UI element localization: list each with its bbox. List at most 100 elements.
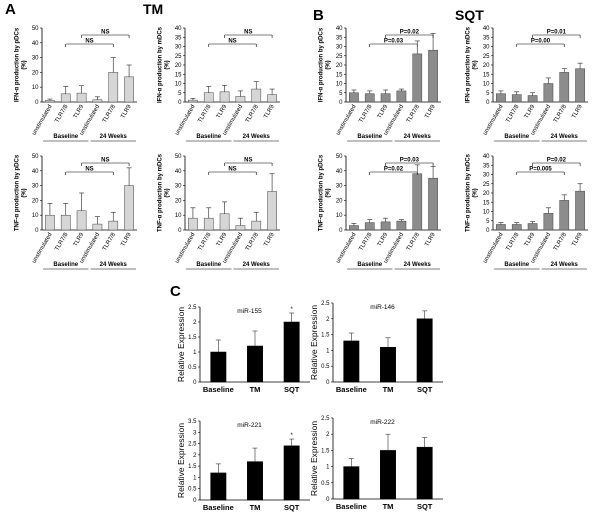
bar bbox=[188, 99, 198, 103]
y-axis-label: IFN-α production by mDCs bbox=[466, 26, 472, 103]
group-label: 24 Weeks bbox=[551, 134, 579, 140]
category-label: unstimulated bbox=[335, 232, 357, 264]
category-label: unstimulated bbox=[174, 104, 196, 136]
y-tick-label: 0 bbox=[339, 100, 343, 106]
y-tick-label: 5 bbox=[339, 91, 343, 97]
category-label: unstimulated bbox=[335, 104, 357, 136]
group-title-tm: TM bbox=[143, 1, 163, 17]
category-label: TLR9 bbox=[120, 103, 133, 119]
category-label: TLR7/8 bbox=[406, 103, 421, 124]
y-axis-label: TNF-α production by mDCs bbox=[158, 153, 164, 232]
category-label: TLR9 bbox=[120, 231, 133, 247]
chart-ifn-mdcs-tm: 0 5 10 15 20 25 30 35 40 IFN-α production by mDCs… bbox=[158, 26, 280, 142]
category-label: TLR9 bbox=[524, 231, 537, 247]
y-tick-label: 20 bbox=[175, 63, 182, 69]
group-label: Baseline bbox=[357, 262, 382, 268]
y-tick-label: 30 bbox=[175, 184, 182, 190]
significance-label: P=0.02 bbox=[547, 158, 567, 164]
category-label: TM bbox=[250, 385, 261, 394]
bar bbox=[203, 92, 214, 103]
y-tick-label: 50 bbox=[32, 26, 39, 32]
y-axis-label: (%) bbox=[165, 60, 171, 69]
y-tick-label: 10 bbox=[175, 213, 182, 219]
y-axis-label: TNF-α production by pDCs bbox=[15, 154, 21, 231]
y-tick-label: 10 bbox=[336, 82, 343, 88]
y-tick-label: 5 bbox=[486, 219, 490, 225]
y-tick-label: 0 bbox=[326, 380, 330, 386]
bar bbox=[343, 466, 360, 500]
bar bbox=[412, 173, 423, 231]
bar bbox=[575, 190, 585, 231]
y-tick-label: 40 bbox=[483, 154, 490, 160]
bar bbox=[575, 68, 585, 103]
y-tick-label: 1 bbox=[326, 348, 330, 354]
group-label: Baseline bbox=[504, 262, 529, 268]
bar bbox=[92, 223, 103, 231]
category-label: TLR7/8 bbox=[406, 231, 421, 252]
chart-tnf-mdcs-tm: 0 10 20 30 40 50 TNF-α production by mDCs (%) un… bbox=[158, 153, 280, 270]
y-axis-label: Relative Expression bbox=[176, 307, 186, 382]
category-label: TLR7/8 bbox=[197, 103, 212, 124]
bar bbox=[496, 93, 506, 103]
significance-label: NS bbox=[228, 167, 236, 173]
y-tick-label: 50 bbox=[175, 154, 182, 160]
category-label: Baseline bbox=[336, 385, 367, 394]
category-label: TLR9 bbox=[73, 231, 86, 247]
y-tick-label: 25 bbox=[175, 54, 182, 60]
group-label: 24 Weeks bbox=[404, 262, 432, 268]
bar bbox=[251, 220, 262, 231]
bar bbox=[45, 214, 55, 231]
category-label: TLR7/8 bbox=[358, 231, 373, 252]
category-label: TLR9 bbox=[424, 103, 437, 119]
group-label: Baseline bbox=[357, 134, 382, 140]
y-tick-label: 10 bbox=[483, 210, 490, 216]
category-label: TM bbox=[383, 502, 394, 511]
y-tick-label: 50 bbox=[32, 154, 39, 160]
bar bbox=[210, 351, 227, 383]
y-tick-label: 30 bbox=[483, 173, 490, 179]
chart-title: miR-222 bbox=[370, 419, 395, 426]
category-label: TLR9 bbox=[424, 231, 437, 247]
bar bbox=[124, 185, 134, 231]
bar bbox=[76, 210, 87, 231]
y-tick-label: 0 bbox=[339, 228, 343, 234]
bar bbox=[219, 91, 230, 103]
bar bbox=[60, 214, 71, 231]
category-label: TLR7/8 bbox=[54, 103, 69, 124]
y-axis-label: (%) bbox=[22, 60, 28, 69]
y-tick-label: 1 bbox=[193, 350, 197, 356]
bar bbox=[543, 83, 554, 103]
category-label: unstimulated bbox=[31, 232, 53, 264]
bar bbox=[380, 346, 396, 383]
bar bbox=[60, 93, 71, 103]
significance-label: NS bbox=[85, 39, 93, 45]
y-tick-label: 20 bbox=[483, 191, 490, 197]
y-tick-label: 0.5 bbox=[321, 481, 330, 487]
category-label: TLR9 bbox=[571, 103, 584, 119]
significance-label: P=0.005 bbox=[529, 167, 552, 173]
y-tick-label: 2 bbox=[193, 320, 197, 326]
y-tick-label: 35 bbox=[175, 35, 182, 41]
y-tick-label: 1.5 bbox=[188, 464, 197, 470]
y-tick-label: 3 bbox=[193, 430, 197, 436]
y-tick-label: 20 bbox=[175, 198, 182, 204]
group-label: 24 Weeks bbox=[100, 262, 128, 268]
significance-star: * bbox=[290, 433, 293, 439]
category-label: TLR7/8 bbox=[553, 103, 568, 124]
y-tick-label: 10 bbox=[32, 85, 39, 91]
y-axis-label: (%) bbox=[473, 188, 479, 197]
category-label: Baseline bbox=[336, 502, 367, 511]
y-axis-label: IFN-α production by pDCs bbox=[15, 27, 21, 102]
y-tick-label: 35 bbox=[336, 35, 343, 41]
bar bbox=[559, 200, 570, 231]
y-tick-label: 25 bbox=[483, 182, 490, 188]
y-tick-label: 10 bbox=[175, 82, 182, 88]
bar bbox=[428, 49, 438, 103]
y-tick-label: 30 bbox=[32, 56, 39, 62]
y-tick-label: 30 bbox=[336, 45, 343, 51]
y-tick-label: 1.5 bbox=[321, 448, 330, 454]
chart-ifn-pdcs-sqt: 0 5 10 15 20 25 30 35 40 IFN-α production by pDCs… bbox=[319, 26, 441, 142]
bar bbox=[416, 446, 433, 500]
